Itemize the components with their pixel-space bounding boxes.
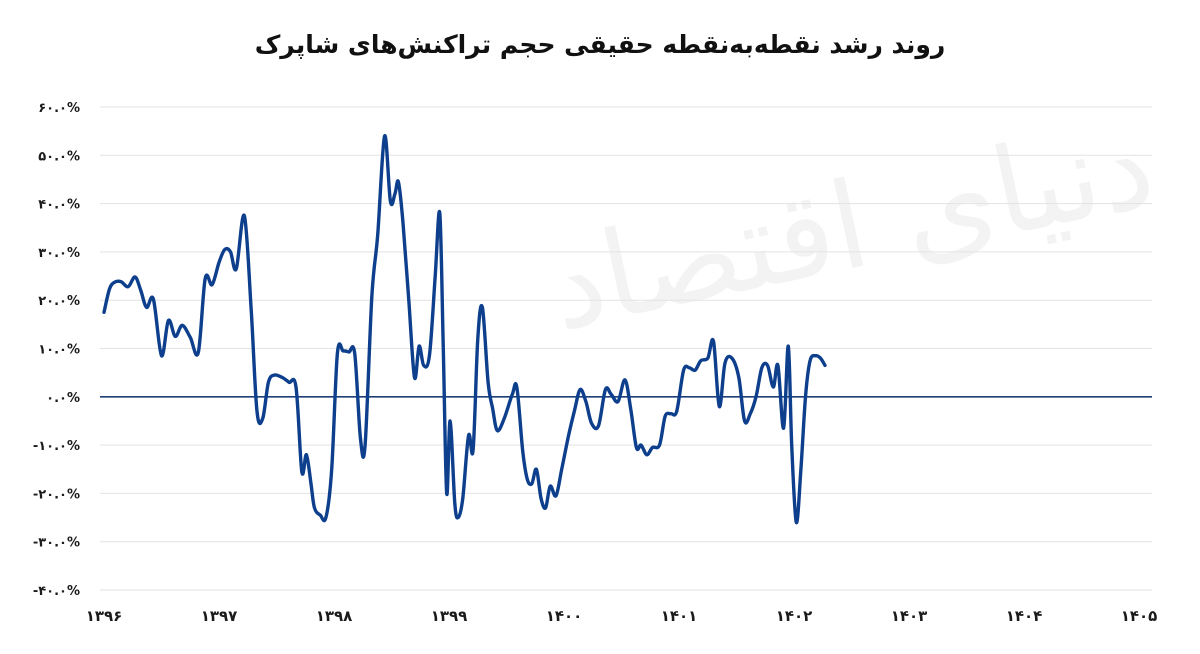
x-tick-label: ۱۳۹۹	[431, 607, 468, 625]
y-tick-label: ۵۰.۰%	[38, 149, 80, 164]
x-tick-label: ۱۴۰۲	[776, 607, 813, 625]
y-tick-label: ۶۰.۰%	[38, 101, 80, 116]
x-tick-label: ۱۴۰۰	[546, 607, 583, 625]
x-tick-label: ۱۳۹۷	[201, 607, 238, 625]
y-tick-label: -۳۰.۰%	[33, 536, 80, 551]
y-tick-label: ۰.۰%	[46, 391, 80, 406]
y-axis-ticks: ۶۰.۰% ۵۰.۰% ۴۰.۰% ۳۰.۰% ۲۰.۰% ۱۰.۰% ۰.۰% -۱۰.۰%…	[33, 101, 80, 599]
series-group	[102, 134, 827, 525]
y-tick-label: -۱۰.۰%	[33, 439, 80, 454]
x-tick-label: ۱۴۰۳	[891, 607, 928, 625]
chart-title: روند رشد نقطه‌به‌نقطه حقیقی حجم تراکنش‌ه…	[254, 30, 946, 59]
x-tick-label: ۱۳۹۸	[316, 607, 353, 625]
watermark-logo: دنیای اقتصاد	[537, 95, 1165, 358]
y-tick-label: -۲۰.۰%	[33, 487, 80, 502]
x-tick-label: ۱۴۰۴	[1006, 607, 1043, 625]
x-axis-ticks: ۱۳۹۶ ۱۳۹۷ ۱۳۹۸ ۱۳۹۹ ۱۴۰۰ ۱۴۰۱ ۱۴۰۲ ۱۴۰۳ ۱۴۰۴ ۱۴۰۵	[86, 607, 1158, 625]
series-line	[102, 134, 827, 525]
y-tick-label: ۳۰.۰%	[38, 246, 80, 261]
y-tick-label: ۴۰.۰%	[38, 198, 80, 213]
x-tick-label: ۱۴۰۱	[661, 607, 698, 625]
x-tick-label: ۱۴۰۵	[1121, 607, 1158, 625]
x-tick-label: ۱۳۹۶	[86, 607, 123, 625]
gridlines	[100, 106, 1152, 591]
y-tick-label: -۴۰.۰%	[33, 584, 80, 599]
y-tick-label: ۱۰.۰%	[38, 343, 80, 358]
y-tick-label: ۲۰.۰%	[38, 294, 80, 309]
